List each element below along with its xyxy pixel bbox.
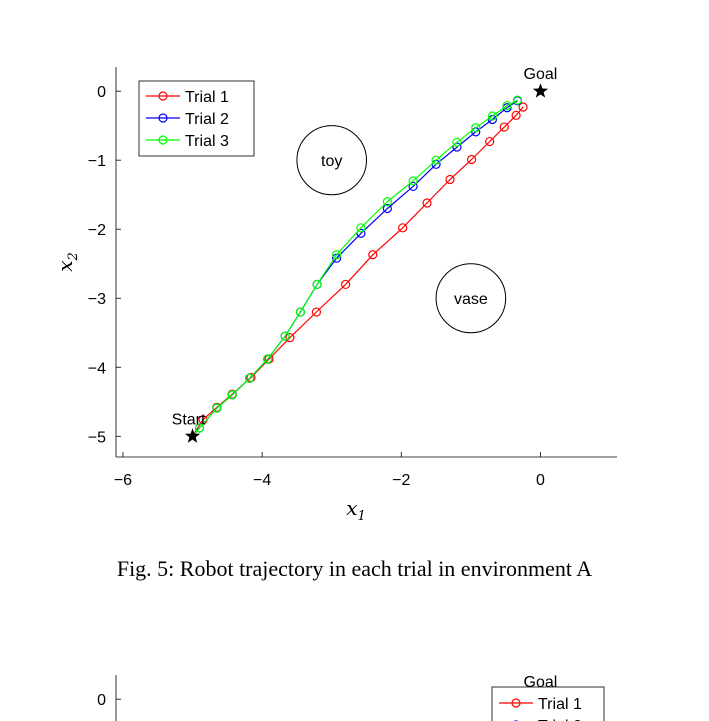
series-line — [539, 699, 547, 721]
data-point — [512, 95, 523, 105]
data-point — [408, 176, 418, 186]
data-point — [356, 228, 366, 238]
data-point — [368, 250, 378, 260]
data-point — [499, 122, 509, 132]
legend-entry: Trial 1 — [538, 696, 582, 713]
data-point — [331, 250, 342, 260]
star-marker-start — [184, 428, 201, 443]
obstacle-vase — [435, 263, 507, 334]
legend-entry: Trial 1 — [185, 89, 229, 106]
data-point — [285, 332, 295, 343]
data-point — [487, 111, 498, 121]
y-tick-label: −1 — [88, 153, 106, 170]
data-point — [445, 174, 455, 185]
star-marker-goal — [532, 83, 549, 98]
series-trial-2 — [539, 699, 549, 721]
figure-caption: Fig. 5: Robot trajectory in each trial i… — [116, 556, 593, 581]
series-trial-3 — [539, 699, 550, 721]
y-tick-label: 0 — [97, 84, 106, 101]
obstacle-label-vase: vase — [454, 291, 488, 308]
x-axis-label: x1 — [346, 496, 366, 524]
series-line — [539, 699, 544, 721]
data-point — [539, 708, 549, 718]
y-tick-label: −5 — [88, 429, 106, 446]
x-tick-label: 0 — [536, 472, 545, 489]
marker-label-start: Start — [172, 411, 206, 428]
data-point — [452, 142, 462, 152]
data-point — [518, 102, 528, 112]
y-tick-label: 0 — [97, 692, 106, 709]
legend-marker — [158, 91, 168, 101]
data-point — [452, 137, 462, 147]
data-point — [227, 390, 237, 400]
marker-label-goal: Goal — [524, 66, 558, 83]
series-line — [539, 699, 546, 721]
obstacle-toy — [296, 125, 368, 196]
data-point — [341, 279, 351, 290]
data-point — [502, 101, 512, 111]
x-tick-label: −6 — [114, 472, 132, 489]
data-point — [466, 154, 477, 165]
data-point — [511, 110, 521, 120]
x-tick-label: −4 — [253, 472, 271, 489]
data-point — [280, 331, 290, 341]
y-tick-label: −2 — [88, 222, 106, 239]
x-tick-label: −2 — [392, 472, 410, 489]
series-trial-3 — [192, 95, 523, 437]
data-point — [295, 307, 305, 317]
legend-marker — [511, 698, 521, 708]
y-tick-label: −3 — [88, 291, 106, 308]
legend: Trial 1 Trial 2 Trial 3 — [138, 80, 255, 157]
data-point — [398, 223, 408, 233]
legend-marker — [158, 135, 168, 145]
y-tick-label: −4 — [88, 360, 106, 377]
data-point — [311, 307, 321, 317]
data-point — [382, 203, 392, 214]
legend-entry: Trial 2 — [185, 111, 229, 128]
data-point — [540, 706, 550, 717]
axes — [115, 67, 617, 458]
data-point — [194, 423, 205, 433]
series-line — [192, 99, 518, 437]
marker-label-goal: Goal — [524, 674, 558, 691]
data-point — [382, 197, 392, 207]
legend-marker — [158, 113, 168, 123]
legend-entry: Trial 3 — [185, 133, 229, 150]
series-trial-1 — [537, 699, 548, 721]
data-point — [263, 354, 273, 364]
data-point — [212, 403, 222, 413]
data-point — [431, 155, 441, 165]
data-point — [422, 198, 432, 208]
data-point — [471, 123, 481, 133]
data-point — [408, 181, 418, 192]
star-marker-goal — [532, 691, 549, 706]
data-point — [312, 279, 322, 290]
legend-box — [491, 686, 605, 721]
data-point — [485, 136, 495, 147]
data-point — [245, 373, 255, 383]
data-point — [356, 223, 366, 233]
data-point — [537, 709, 548, 719]
y-axis-label: x2 — [53, 252, 81, 272]
obstacle-label-toy: toy — [321, 153, 342, 170]
